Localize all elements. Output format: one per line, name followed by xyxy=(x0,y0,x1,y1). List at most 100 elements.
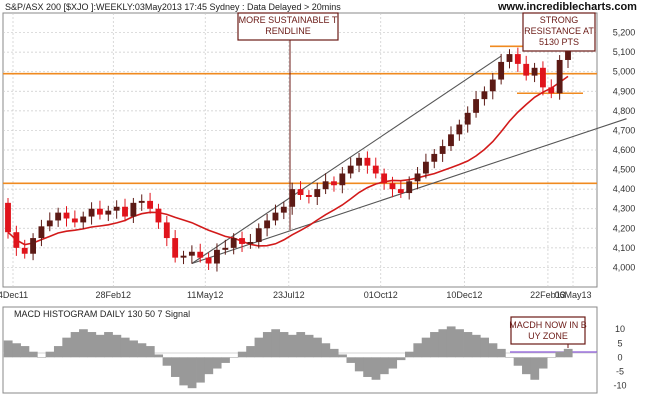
price-tick-label: 4,200 xyxy=(613,223,636,233)
price-tick-label: 4,000 xyxy=(613,262,636,272)
macd-bar xyxy=(79,329,88,358)
macd-bar xyxy=(246,346,255,358)
macd-bar xyxy=(62,337,72,358)
macd-bar xyxy=(196,357,205,383)
macd-bar xyxy=(346,357,356,363)
candle-body xyxy=(63,212,70,219)
candle-body xyxy=(456,124,463,135)
price-tick-label: 4,300 xyxy=(613,204,636,214)
candle-body xyxy=(331,181,337,186)
annotation-line: MACDH NOW IN B xyxy=(509,320,587,330)
candle-body xyxy=(406,181,413,194)
price-tick-label: 4,500 xyxy=(613,165,636,175)
candle-body xyxy=(305,195,312,197)
annotation-macd-text: MACDH NOW IN B UY ZONE xyxy=(509,320,587,341)
macd-bar xyxy=(154,354,164,358)
candle-body xyxy=(523,63,530,76)
date-axis: 4Dec11 28Feb12 11May12 23Jul12 01Oct12 1… xyxy=(0,290,592,300)
macd-bar xyxy=(329,348,339,358)
x-grid xyxy=(12,13,574,393)
date-tick-label: 01Oct12 xyxy=(364,290,398,300)
candle-body xyxy=(381,173,388,184)
candle-body xyxy=(498,61,505,80)
macd-bar xyxy=(104,332,113,358)
candle-body xyxy=(540,67,546,88)
candle-body xyxy=(439,146,446,154)
candle-body xyxy=(130,202,137,217)
annotation-trendline-text: MORE SUSTAINABLE T RENDLINE xyxy=(239,15,338,36)
candle-body xyxy=(222,247,229,250)
macd-bar xyxy=(170,357,180,377)
macd-bar xyxy=(20,346,30,358)
macd-bar xyxy=(405,351,414,358)
macd-bar xyxy=(371,357,381,380)
macd-bar xyxy=(70,332,80,358)
candle-body xyxy=(255,228,262,242)
candle-body xyxy=(556,59,563,94)
macd-bar xyxy=(455,329,464,358)
candle-body xyxy=(264,220,271,229)
macd-bar xyxy=(45,351,55,358)
candle-body xyxy=(230,238,237,248)
candle-body xyxy=(548,87,555,94)
macd-bar xyxy=(162,357,172,366)
macd-bar xyxy=(12,343,21,358)
candle-body xyxy=(205,257,212,264)
macd-bar xyxy=(388,357,398,369)
macd-bar xyxy=(413,343,423,358)
macd-bar xyxy=(480,337,489,358)
candle-body xyxy=(422,161,429,174)
candle-body xyxy=(247,241,254,244)
candle-body xyxy=(122,206,128,217)
candle-body xyxy=(113,206,120,211)
price-tick-label: 4,600 xyxy=(613,145,636,155)
date-tick-label: 23Jul12 xyxy=(273,290,305,300)
annotation-line: STRONG xyxy=(540,15,579,25)
macd-bar xyxy=(145,346,155,358)
date-tick-label: 22Feb13 xyxy=(530,290,566,300)
date-tick-label: 4Dec11 xyxy=(0,290,28,300)
candle-body xyxy=(431,153,438,162)
site-watermark: www.incrediblecharts.com xyxy=(497,1,637,13)
annotation-resistance-text: STRONG RESISTANCE AT 5130 PTS xyxy=(524,15,594,47)
candle-body xyxy=(489,79,496,92)
macd-bar xyxy=(237,351,247,358)
macd-bar xyxy=(488,343,498,358)
price-tick-label: 4,700 xyxy=(613,125,636,135)
weekly-candles xyxy=(5,39,571,272)
candle-body xyxy=(272,212,279,221)
date-tick-label: 28Feb12 xyxy=(96,290,132,300)
candle-body xyxy=(372,165,379,174)
macd-bar xyxy=(313,337,322,358)
macd-tick-label: -5 xyxy=(616,366,624,376)
macd-bar xyxy=(179,357,189,386)
candle-body xyxy=(397,189,404,194)
candle-body xyxy=(514,54,521,64)
macd-bar xyxy=(379,357,389,375)
candle-body xyxy=(147,200,154,209)
trendline xyxy=(191,55,502,264)
candle-body xyxy=(21,247,28,254)
macd-bar xyxy=(463,332,473,358)
macd-bar xyxy=(438,329,448,358)
macd-bar xyxy=(321,343,331,358)
candle-body xyxy=(197,251,204,258)
candle-body xyxy=(55,212,62,221)
macd-bar xyxy=(254,337,264,358)
candle-body xyxy=(322,181,329,190)
candle-body xyxy=(46,220,53,227)
macd-bar xyxy=(3,340,13,358)
macd-bar xyxy=(505,357,515,358)
candle-body xyxy=(314,189,321,197)
macd-bar xyxy=(522,357,531,375)
macd-axis: 10 5 0 -5 -10 xyxy=(613,324,626,390)
candle-body xyxy=(5,202,11,233)
candle-body xyxy=(531,67,538,76)
candle-body xyxy=(414,173,421,182)
macd-bar xyxy=(421,337,431,358)
candle-body xyxy=(565,46,571,60)
macd-bar xyxy=(354,357,364,372)
date-tick-label: 11May12 xyxy=(187,290,223,300)
price-tick-label: 5,100 xyxy=(613,47,636,57)
